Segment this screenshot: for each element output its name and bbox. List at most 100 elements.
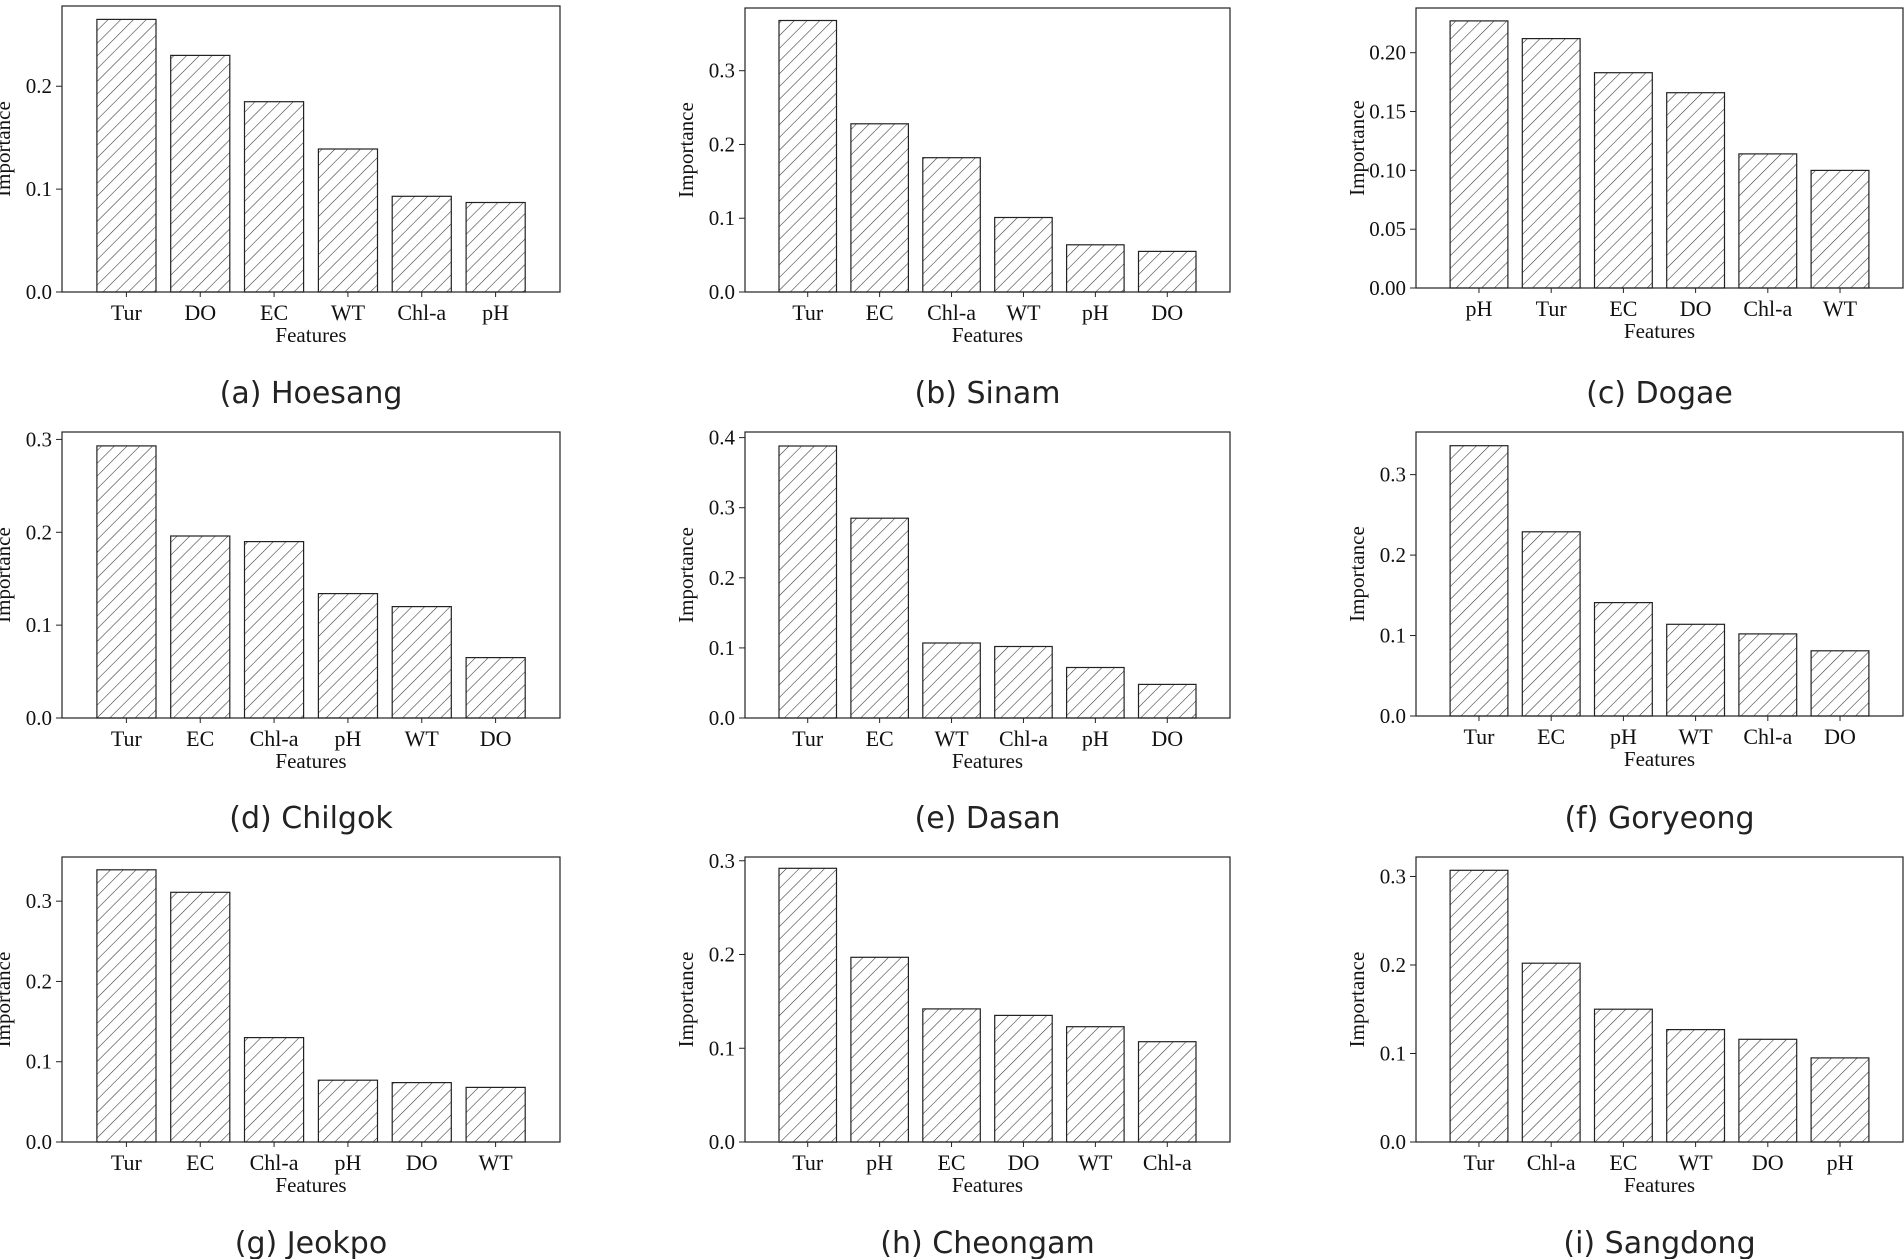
bar-chl-a: [391, 195, 452, 293]
plot-frame: [1415, 856, 1904, 1143]
chart-caption: (f) Goryeong: [1564, 801, 1754, 836]
x-tick-label: DO: [406, 1150, 438, 1175]
bar-ec: [243, 101, 305, 293]
bar-do: [1810, 650, 1870, 717]
bar-wt: [1666, 1028, 1726, 1143]
x-tick-label: Tur: [1463, 724, 1495, 749]
x-tick-label: WT: [479, 1150, 514, 1175]
x-tick-label: pH: [1610, 724, 1637, 749]
x-axis-label: Features: [275, 1173, 346, 1197]
chart-panel-3: pH Tur EC DO Chl-a WT 0.00 0.05 0.10 0.15 0.20 Feat…: [1345, 7, 1904, 411]
x-tick-label: Chl-a: [999, 726, 1048, 751]
bar-wt: [922, 642, 981, 719]
x-tick-label: DO: [1824, 724, 1856, 749]
plot-frame: [1415, 431, 1904, 717]
chart-caption: (c) Dogae: [1586, 376, 1733, 411]
x-tick-label: EC: [186, 726, 214, 751]
y-tick-label: 0.0: [26, 1130, 52, 1154]
bar-ec: [170, 535, 231, 719]
plot-frame: [61, 5, 561, 293]
y-tick-label: 0.2: [709, 132, 735, 156]
bar-ph: [1449, 20, 1509, 289]
x-tick-label: pH: [334, 1150, 361, 1175]
x-tick-label: Tur: [792, 726, 824, 751]
bar-wt: [391, 605, 452, 719]
plot-frame: [1415, 7, 1904, 289]
plot-frame: [744, 431, 1231, 719]
x-tick-label: Tur: [111, 726, 143, 751]
x-tick-label: EC: [260, 300, 288, 325]
x-tick-label: WT: [1679, 1150, 1714, 1175]
bar-chl-a: [1137, 1041, 1197, 1143]
plot-frame: [744, 856, 1231, 1143]
bar-chl-a: [1521, 962, 1581, 1143]
y-axis-label: Importance: [0, 101, 15, 197]
bar-do: [1137, 683, 1197, 719]
chart-caption: (d) Chilgok: [229, 801, 393, 836]
x-tick-label: pH: [866, 1150, 893, 1175]
y-tick-label: 0.1: [1380, 624, 1406, 648]
bar-ph: [1810, 1057, 1870, 1143]
y-tick-label: 0.3: [709, 59, 735, 83]
bar-chl-a: [243, 540, 305, 719]
bar-ec: [850, 123, 910, 293]
bar-do: [391, 1081, 452, 1143]
y-axis-label: Importance: [1345, 100, 1369, 196]
plot-frame: [744, 7, 1231, 293]
y-tick-label: 0.3: [709, 496, 735, 520]
x-tick-label: DO: [1752, 1150, 1784, 1175]
x-tick-label: Tur: [1463, 1150, 1495, 1175]
bar-chl-a: [1738, 633, 1798, 717]
x-tick-label: DO: [480, 726, 512, 751]
bar-chl-a: [243, 1036, 305, 1143]
y-tick-label: 0.0: [1380, 704, 1406, 728]
chart-panel-6: Tur EC pH WT Chl-a DO 0.0 0.1 0.2 0.3 Features Impo…: [1345, 431, 1904, 836]
chart-panel-8: Tur pH EC DO WT Chl-a 0.0 0.1 0.2 0.3 Features Impo…: [674, 849, 1231, 1259]
x-axis-label: Features: [275, 323, 346, 347]
y-axis-label: Importance: [674, 102, 698, 198]
bar-wt: [994, 216, 1053, 293]
x-tick-label: WT: [934, 726, 969, 751]
bar-tur: [96, 869, 157, 1143]
y-tick-label: 0.0: [709, 280, 735, 304]
chart-caption: (a) Hoesang: [220, 376, 403, 411]
bar-wt: [1666, 623, 1726, 717]
x-tick-label: Chl-a: [1743, 724, 1792, 749]
y-tick-label: 0.1: [709, 636, 735, 660]
x-tick-label: EC: [1609, 296, 1637, 321]
bar-do: [170, 54, 231, 293]
y-tick-label: 0.1: [26, 613, 52, 637]
bar-wt: [1810, 169, 1870, 289]
y-tick-label: 0.00: [1369, 276, 1406, 300]
bar-tur: [1449, 445, 1509, 717]
y-tick-label: 0.2: [709, 943, 735, 967]
chart-caption: (h) Cheongam: [880, 1226, 1094, 1259]
bar-tur: [1521, 37, 1581, 289]
y-axis-label: Importance: [0, 952, 15, 1048]
bar-wt: [465, 1086, 526, 1143]
bar-tur: [96, 18, 157, 293]
y-tick-label: 0.4: [709, 426, 736, 450]
y-tick-label: 0.0: [26, 706, 52, 730]
bar-chl-a: [1738, 153, 1798, 289]
y-tick-label: 0.0: [26, 280, 52, 304]
x-tick-label: pH: [1827, 1150, 1854, 1175]
chart-panel-2: Tur EC Chl-a WT pH DO 0.0 0.1 0.2 0.3 Features Impo…: [674, 7, 1231, 411]
chart-panel-4: Tur EC Chl-a pH WT DO 0.0 0.1 0.2 0.3 Features Impo…: [0, 427, 561, 836]
y-tick-label: 0.1: [709, 1036, 735, 1060]
x-tick-label: pH: [1082, 300, 1109, 325]
y-tick-label: 0.2: [26, 520, 52, 544]
y-tick-label: 0.15: [1369, 100, 1406, 124]
bar-do: [1137, 250, 1197, 293]
y-axis-label: Importance: [674, 952, 698, 1048]
x-tick-label: EC: [1609, 1150, 1637, 1175]
y-tick-label: 0.1: [26, 1050, 52, 1074]
y-axis-label: Importance: [674, 527, 698, 623]
y-tick-label: 0.2: [26, 969, 52, 993]
x-tick-label: EC: [1537, 724, 1565, 749]
x-axis-label: Features: [952, 749, 1023, 773]
x-tick-label: Chl-a: [250, 726, 299, 751]
y-tick-label: 0.3: [709, 849, 735, 873]
bar-ec: [922, 1008, 981, 1143]
bar-chl-a: [922, 157, 981, 293]
